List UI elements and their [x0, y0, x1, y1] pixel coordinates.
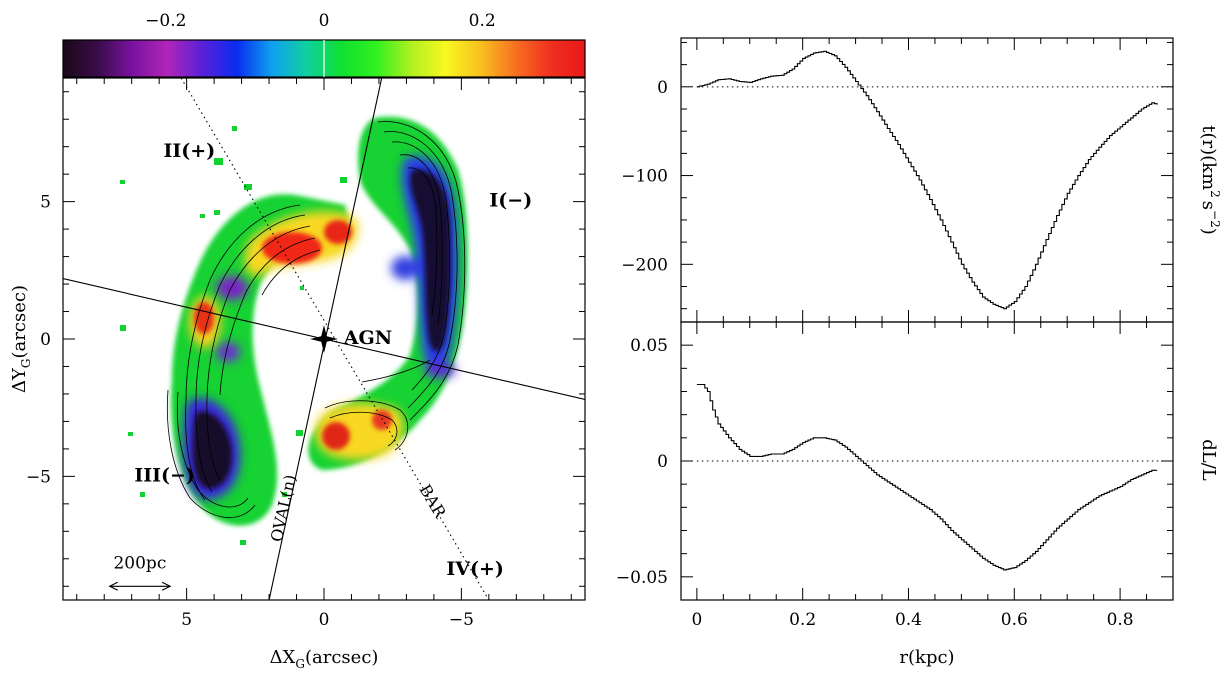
map-x-tick-label: 0: [319, 610, 330, 630]
region-IV-red-right: [372, 410, 392, 430]
contour: [377, 121, 466, 421]
map-image: [63, 78, 585, 600]
dl-x-tick-label: 0.4: [895, 610, 922, 630]
t-ylabel-part: s: [1198, 201, 1219, 210]
dl-x-tick-label: 0.6: [1001, 610, 1028, 630]
region-label: IV(+): [446, 558, 504, 580]
t-y-tick-label: 0: [657, 78, 668, 98]
speck: [240, 540, 246, 545]
contour: [329, 411, 398, 447]
dl-x-tick-label: 0: [691, 610, 702, 630]
contour: [261, 249, 321, 296]
map-xlabel-sub: G: [295, 657, 305, 671]
t-ylabel-part: t(r)(km: [1198, 125, 1219, 190]
map-y-tick-label: −5: [26, 467, 51, 487]
contours: [166, 121, 466, 518]
map-ylabel-main: ΔY: [9, 367, 30, 393]
speck: [140, 492, 145, 497]
speck: [296, 430, 303, 436]
colorbar-ticks: −0.2 0 0.2: [145, 11, 496, 31]
dl-y-tick-label: −0.05: [616, 568, 668, 588]
dl-y-tick-label: 0: [657, 452, 668, 472]
noise-specks: [120, 126, 347, 545]
map-ylabel-sub: G: [19, 358, 33, 368]
speck: [200, 214, 205, 218]
bar-axis-line: [180, 78, 490, 600]
map-ylabel: ΔYG(arcsec): [9, 285, 33, 393]
dl-y-tick-label: 0.05: [630, 336, 668, 356]
map-ticks: 5 0 −5 5 0 −5: [26, 78, 585, 630]
contour: [166, 389, 256, 518]
contour: [195, 214, 306, 493]
region-II-red-right: [324, 220, 352, 244]
contour: [185, 204, 301, 501]
t-ylabel-part: ): [1198, 228, 1219, 235]
map-xlabel-main: ΔX: [270, 647, 296, 668]
contour: [324, 400, 409, 451]
region-left-purple: [216, 276, 248, 300]
speck: [300, 286, 304, 290]
speck: [214, 158, 223, 165]
t-y-tick-label: −100: [621, 167, 668, 187]
contour: [219, 237, 316, 396]
region-IV-red: [322, 422, 350, 450]
region-label: I(−): [489, 190, 532, 212]
t-ylabel: t(r)(km2 s−2): [1198, 125, 1222, 235]
region-label: II(+): [164, 140, 216, 162]
speck: [128, 432, 133, 436]
t-ticks: 0 −100 −200: [621, 38, 1174, 322]
dl-panel: 0.05 0 −0.05 0 0.2 0.4 0.6 0.8 r(kpc) dL/L: [616, 321, 1219, 668]
agn-label: AGN: [343, 327, 392, 349]
contour: [361, 359, 431, 383]
region-right-purple: [391, 256, 419, 280]
map-y-tick-label: 0: [40, 330, 51, 350]
contour: [383, 131, 458, 409]
colorbar-tick-label: 0: [319, 11, 330, 31]
contour: [206, 225, 311, 481]
t-ylabel-sup: 2: [1208, 190, 1222, 198]
map-y-tick-label: 5: [40, 193, 51, 213]
speck: [120, 180, 125, 184]
scale-bar: 200pc: [108, 553, 172, 591]
speck: [120, 325, 126, 331]
t-ylabel-sup: −2: [1208, 210, 1222, 228]
contour: [407, 167, 438, 316]
t-y-tick-label: −200: [621, 255, 668, 275]
agn-star: [310, 325, 338, 353]
dl-x-tick-label: 0.8: [1107, 610, 1134, 630]
contour: [399, 154, 443, 326]
speck: [340, 177, 347, 183]
dl-ylabel: dL/L: [1198, 439, 1219, 481]
contour: [391, 141, 451, 391]
colorbar: −0.2 0 0.2: [62, 11, 586, 78]
dl-xlabel: r(kpc): [899, 647, 954, 668]
region-lower-right-purple: [424, 362, 456, 378]
map-ylabel-unit: (arcsec): [9, 285, 30, 358]
map-xlabel: ΔXG(arcsec): [270, 647, 379, 671]
contour: [176, 391, 249, 508]
colorbar-tick-label: −0.2: [145, 11, 186, 31]
region-label: III(−): [134, 464, 195, 486]
speck: [214, 210, 220, 215]
bar-line-label: BAR: [415, 481, 450, 522]
speck: [244, 184, 252, 190]
scale-bar-label: 200pc: [113, 553, 166, 573]
dl-curve: [696, 383, 1158, 571]
dl-x-tick-label: 0.2: [789, 610, 816, 630]
map-x-tick-label: 5: [181, 610, 192, 630]
speck: [282, 492, 287, 497]
map-panel: 200pc OVAL(n) BARI(−)II(+)III(−)IV(+)AGN …: [9, 77, 586, 671]
scale-bar-arrow-left: [108, 581, 118, 591]
torque-panel: 0 −100 −200 t(r)(km2 s−2): [621, 37, 1222, 323]
map-xlabel-unit: (arcsec): [305, 647, 378, 668]
colorbar-tick-label: 0.2: [469, 11, 496, 31]
t-curve: [696, 50, 1158, 310]
dl-ticks: 0.05 0 −0.05 0 0.2 0.4 0.6 0.8: [616, 321, 1174, 630]
map-x-tick-label: −5: [449, 610, 474, 630]
region-mid-purple: [216, 342, 240, 362]
scale-bar-arrow-right: [161, 581, 172, 591]
speck: [232, 126, 237, 131]
